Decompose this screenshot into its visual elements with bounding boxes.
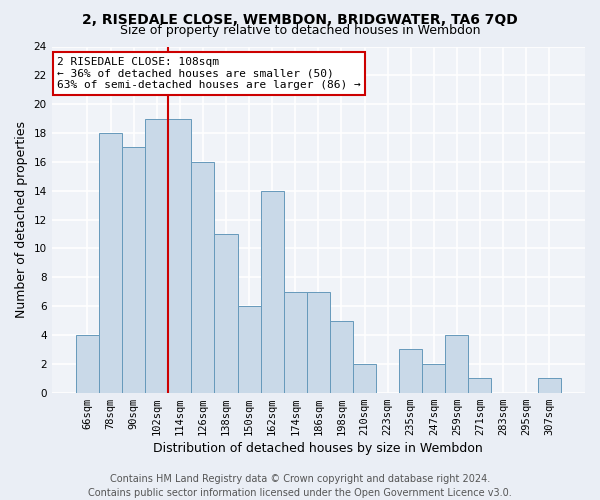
Text: Contains HM Land Registry data © Crown copyright and database right 2024.
Contai: Contains HM Land Registry data © Crown c…: [88, 474, 512, 498]
Text: 2, RISEDALE CLOSE, WEMBDON, BRIDGWATER, TA6 7QD: 2, RISEDALE CLOSE, WEMBDON, BRIDGWATER, …: [82, 12, 518, 26]
Bar: [353, 364, 376, 392]
Bar: [445, 335, 469, 392]
Bar: [122, 148, 145, 392]
Y-axis label: Number of detached properties: Number of detached properties: [15, 121, 28, 318]
Bar: [422, 364, 445, 392]
Bar: [238, 306, 260, 392]
Bar: [76, 335, 99, 392]
Bar: [469, 378, 491, 392]
Text: Size of property relative to detached houses in Wembdon: Size of property relative to detached ho…: [120, 24, 480, 37]
Bar: [168, 118, 191, 392]
Bar: [99, 133, 122, 392]
Bar: [191, 162, 214, 392]
Bar: [399, 350, 422, 393]
Bar: [330, 320, 353, 392]
X-axis label: Distribution of detached houses by size in Wembdon: Distribution of detached houses by size …: [154, 442, 483, 455]
Bar: [284, 292, 307, 392]
Bar: [214, 234, 238, 392]
Bar: [145, 118, 168, 392]
Bar: [538, 378, 561, 392]
Bar: [307, 292, 330, 392]
Bar: [260, 190, 284, 392]
Text: 2 RISEDALE CLOSE: 108sqm
← 36% of detached houses are smaller (50)
63% of semi-d: 2 RISEDALE CLOSE: 108sqm ← 36% of detach…: [57, 57, 361, 90]
